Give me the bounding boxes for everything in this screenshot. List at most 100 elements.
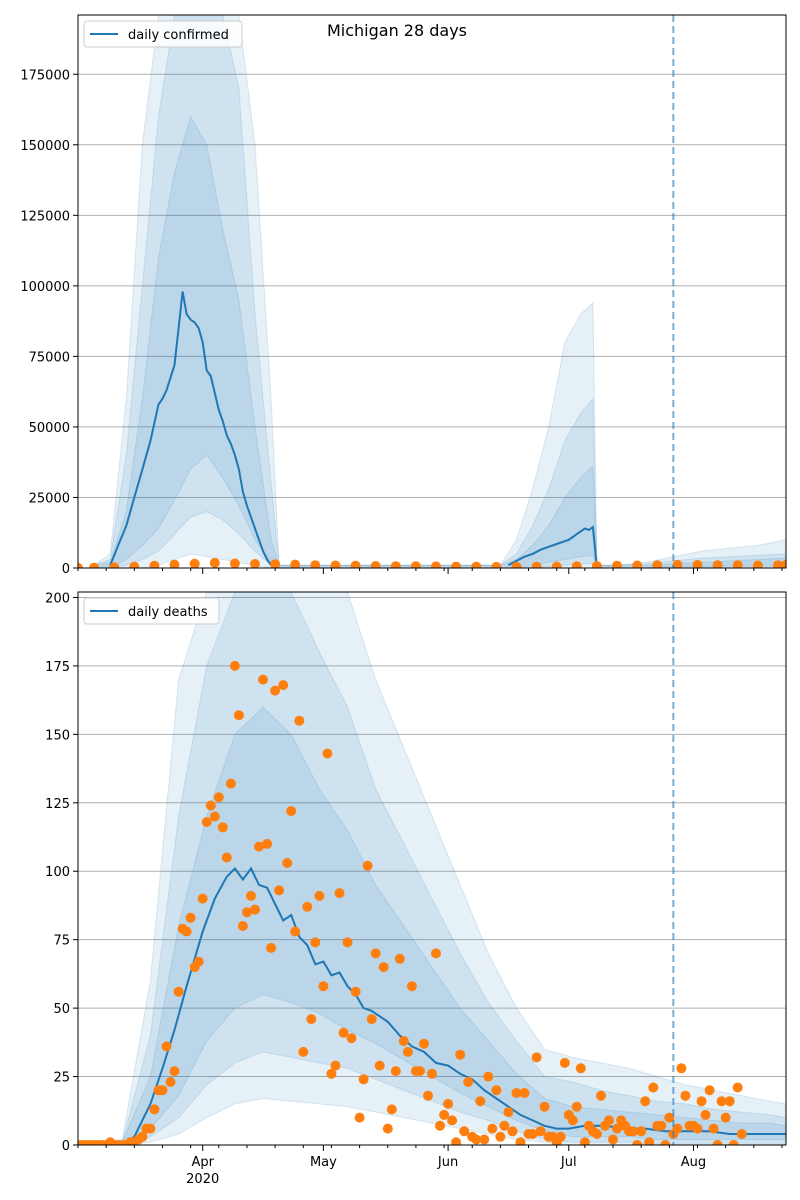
observed-point	[732, 560, 743, 568]
observed-point	[237, 921, 248, 931]
observed-point	[692, 1123, 703, 1134]
observed-point	[366, 1014, 377, 1025]
observed-point	[386, 1104, 397, 1115]
observed-point	[531, 1052, 542, 1063]
observed-point	[225, 778, 236, 789]
observed-point	[290, 926, 301, 937]
observed-point	[672, 559, 683, 568]
observed-point	[660, 1140, 671, 1145]
observed-point	[201, 817, 212, 827]
legend-label: daily deaths	[128, 605, 208, 620]
y-tick-label: 125000	[20, 209, 70, 224]
observed-point	[612, 1123, 622, 1134]
observed-point	[443, 1098, 454, 1109]
observed-point	[423, 1090, 433, 1101]
legend: daily confirmed	[83, 20, 243, 48]
model-line	[78, 866, 786, 1145]
observed-point	[209, 811, 220, 822]
y-tick-label: 100000	[20, 280, 70, 295]
observed-point	[258, 674, 268, 685]
observed-point	[591, 1129, 602, 1139]
y-tick-label: 25	[53, 1071, 70, 1086]
observed-point	[310, 560, 321, 568]
observed-point	[406, 981, 417, 992]
y-tick-label: 175	[45, 660, 70, 675]
observed-point	[632, 560, 643, 568]
observed-point	[370, 948, 381, 959]
observed-point	[262, 838, 273, 849]
legend: daily deaths	[83, 597, 220, 625]
observed-point	[644, 1137, 655, 1145]
observed-point	[752, 560, 763, 568]
legend-box	[83, 20, 243, 48]
plot-frame	[77, 14, 787, 569]
observed-point	[278, 680, 289, 691]
observed-point	[306, 1014, 317, 1025]
observed-point	[254, 841, 264, 852]
observed-point	[157, 1085, 168, 1096]
uncertainty-band-3	[93, 115, 786, 568]
observed-point	[314, 890, 325, 901]
observed-point	[559, 1057, 570, 1068]
observed-point	[266, 942, 277, 953]
observed-point	[350, 986, 361, 997]
observed-point	[193, 956, 204, 967]
observed-point	[636, 1126, 647, 1137]
observed-point	[169, 559, 180, 568]
observed-point	[648, 1082, 659, 1093]
observed-point	[137, 1131, 148, 1142]
observed-point	[181, 926, 192, 937]
observed-point	[491, 561, 502, 568]
observed-point	[334, 888, 345, 899]
observed-point	[571, 561, 582, 568]
x-tick-label: Jul	[560, 1155, 577, 1170]
observed-point	[604, 1115, 614, 1126]
observed-point	[712, 560, 723, 568]
plot-frame	[77, 591, 787, 1146]
observed-point	[185, 912, 196, 923]
observed-point	[78, 562, 83, 568]
observed-point	[342, 937, 353, 948]
observed-point	[732, 1082, 743, 1093]
observed-point	[519, 1088, 530, 1098]
observed-point	[531, 561, 542, 568]
observed-point	[338, 1027, 349, 1038]
observed-point	[700, 1109, 711, 1120]
observed-point	[330, 1060, 341, 1071]
observed-point	[479, 1134, 490, 1145]
observed-point	[487, 1123, 498, 1134]
observed-point	[664, 1112, 675, 1123]
uncertainty-band-1	[78, 592, 786, 1145]
observed-point	[402, 1046, 413, 1057]
observed-point	[439, 1109, 450, 1120]
observed-point	[169, 1066, 180, 1077]
observed-point	[310, 937, 321, 948]
observed-point	[390, 561, 401, 568]
observed-point	[632, 1140, 643, 1145]
observed-point	[270, 685, 281, 696]
observed-point	[398, 1036, 409, 1046]
observed-point	[189, 558, 200, 568]
observed-point	[246, 890, 256, 901]
observed-point	[736, 1129, 747, 1139]
y-tick-label: 200	[45, 591, 70, 606]
uncertainty-band-1	[93, 15, 786, 568]
x-tick-year-label: 2020	[186, 1172, 219, 1187]
observed-point	[382, 1123, 393, 1134]
observed-point	[294, 715, 305, 726]
observed-point	[161, 1041, 172, 1052]
observed-point	[672, 1123, 683, 1134]
observed-point	[781, 559, 786, 568]
observed-point	[511, 561, 522, 568]
observed-point	[551, 561, 562, 568]
observed-point	[459, 1126, 470, 1137]
observed-point	[471, 561, 482, 568]
observed-point	[608, 1134, 618, 1145]
model-line	[507, 525, 598, 568]
observed-point	[431, 948, 441, 959]
observed-point	[567, 1115, 578, 1126]
observed-point	[712, 1140, 723, 1145]
observed-point	[173, 986, 184, 997]
observed-point	[571, 1101, 582, 1112]
observed-point	[447, 1115, 458, 1126]
